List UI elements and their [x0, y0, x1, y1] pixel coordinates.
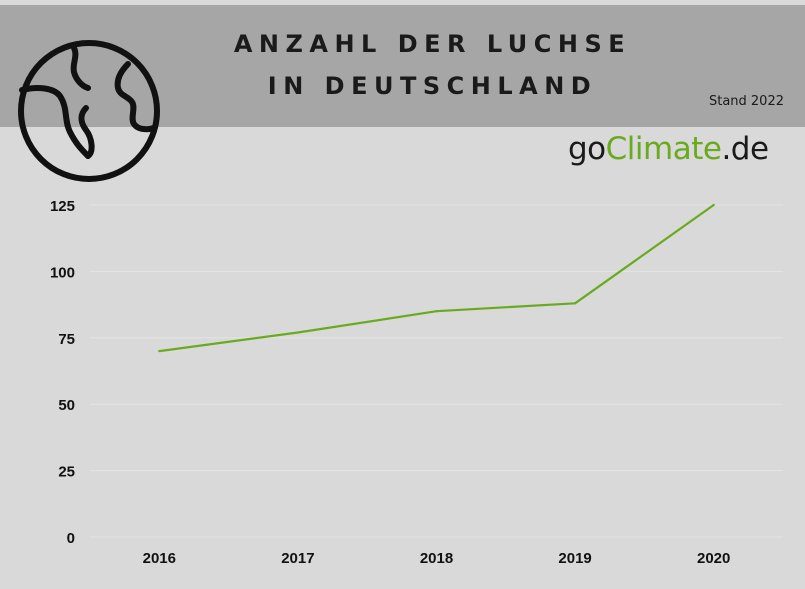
y-tick-label: 0 [67, 530, 75, 547]
y-tick-label: 50 [58, 397, 75, 414]
globe-icon [18, 40, 160, 182]
brand-logo: goClimate.de [568, 131, 769, 167]
data-point [712, 203, 715, 207]
data-point [574, 302, 577, 305]
y-tick-label: 25 [58, 464, 75, 481]
title-line-1: ANZAHL DER LUCHSE [233, 30, 632, 58]
title-line-2: IN DEUTSCHLAND [267, 72, 598, 100]
x-tick-label: 2020 [697, 550, 730, 567]
y-tick-label: 100 [50, 264, 75, 281]
x-tick-label: 2017 [281, 550, 314, 567]
data-point [435, 310, 438, 313]
brand-highlight: Climate [605, 131, 722, 167]
data-point [158, 349, 161, 353]
y-tick-label: 125 [50, 198, 75, 215]
y-tick-label: 75 [58, 331, 75, 348]
data-point [296, 331, 299, 334]
stand-label: Stand 2022 [708, 94, 784, 109]
x-tick-label: 2019 [558, 550, 591, 567]
x-tick-label: 2016 [143, 550, 176, 567]
series-line [159, 204, 715, 353]
brand-suffix: .de [721, 131, 769, 167]
brand-prefix: go [568, 131, 606, 167]
x-tick-label: 2018 [420, 550, 453, 567]
